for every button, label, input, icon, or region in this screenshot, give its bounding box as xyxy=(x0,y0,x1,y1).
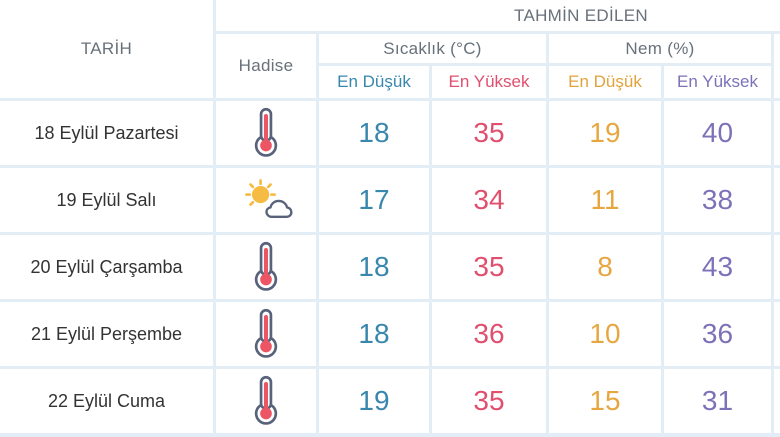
hum-max-cell: 38 xyxy=(664,168,771,232)
weather-event-cell xyxy=(216,369,316,433)
hum-min-cell: 15 xyxy=(549,369,661,433)
table-row-date: 18 Eylül Pazartesi xyxy=(0,101,213,165)
cutoff-column-header xyxy=(774,34,780,98)
hum-max-cell: 36 xyxy=(664,302,771,366)
table-row-date: 22 Eylül Cuma xyxy=(0,369,213,433)
humidity-header-label: Nem (%) xyxy=(625,38,695,58)
hum-max-value: 36 xyxy=(701,318,734,349)
hum-max-value: 40 xyxy=(701,117,734,148)
date-label: 22 Eylül Cuma xyxy=(47,390,166,411)
cutoff-cell xyxy=(774,101,780,165)
temp-min-cell: 17 xyxy=(319,168,429,232)
hum-max-subheader: En Yüksek xyxy=(664,66,771,98)
thermometer-icon xyxy=(248,375,284,427)
cutoff-cell xyxy=(774,302,780,366)
temp-max-subheader-label: En Yüksek xyxy=(448,72,530,91)
hum-min-value: 19 xyxy=(589,117,621,148)
hum-min-cell: 11 xyxy=(549,168,661,232)
hum-max-value: 43 xyxy=(701,251,734,282)
temp-max-subheader: En Yüksek xyxy=(432,66,546,98)
cutoff-cell xyxy=(774,369,780,433)
temp-min-value: 18 xyxy=(358,318,390,349)
temp-min-value: 19 xyxy=(358,385,390,416)
hum-min-cell: 19 xyxy=(549,101,661,165)
hum-min-value: 15 xyxy=(589,385,621,416)
temp-max-cell: 36 xyxy=(432,302,546,366)
date-label: 20 Eylül Çarşamba xyxy=(30,256,183,277)
hum-max-cell: 43 xyxy=(664,235,771,299)
date-label: 19 Eylül Salı xyxy=(56,189,157,210)
hum-max-subheader-label: En Yüksek xyxy=(677,72,758,91)
thermometer-icon xyxy=(248,107,284,159)
table-row-date: 20 Eylül Çarşamba xyxy=(0,235,213,299)
sun-cloud-icon xyxy=(245,179,293,219)
hum-min-cell: 10 xyxy=(549,302,661,366)
temperature-group-header: Sıcaklık (°C) xyxy=(319,34,546,63)
temp-max-value: 34 xyxy=(473,184,505,215)
temp-min-cell: 18 xyxy=(319,235,429,299)
weather-event-cell xyxy=(216,168,316,232)
date-label: 21 Eylül Perşembe xyxy=(30,323,183,344)
table-row-date: 19 Eylül Salı xyxy=(0,168,213,232)
temp-min-cell: 18 xyxy=(319,101,429,165)
predicted-header-label: TAHMİN EDİLEN xyxy=(514,5,648,25)
event-header-label: Hadise xyxy=(238,56,294,75)
hum-max-value: 38 xyxy=(701,184,734,215)
hum-max-cell: 31 xyxy=(664,369,771,433)
humidity-group-header: Nem (%) xyxy=(549,34,771,63)
temp-max-value: 36 xyxy=(473,318,505,349)
temp-max-value: 35 xyxy=(473,117,505,148)
temp-min-cell: 18 xyxy=(319,302,429,366)
thermometer-icon xyxy=(248,241,284,293)
cutoff-cell xyxy=(774,235,780,299)
hum-min-value: 10 xyxy=(589,318,621,349)
cutoff-cell xyxy=(774,168,780,232)
hum-min-value: 8 xyxy=(597,251,613,282)
temp-min-value: 18 xyxy=(358,117,390,148)
temp-max-value: 35 xyxy=(473,251,505,282)
temp-max-cell: 34 xyxy=(432,168,546,232)
event-column-header: Hadise xyxy=(216,34,316,98)
temp-min-value: 17 xyxy=(358,184,390,215)
temp-min-subheader-label: En Düşük xyxy=(337,72,411,91)
predicted-header: TAHMİN EDİLEN xyxy=(216,0,780,31)
temp-max-value: 35 xyxy=(473,385,505,416)
temp-min-value: 18 xyxy=(358,251,390,282)
weather-event-cell xyxy=(216,235,316,299)
hum-min-cell: 8 xyxy=(549,235,661,299)
weather-event-cell xyxy=(216,302,316,366)
date-header-label: TARİH xyxy=(80,39,133,58)
temp-max-cell: 35 xyxy=(432,235,546,299)
temp-max-cell: 35 xyxy=(432,369,546,433)
hum-max-cell: 40 xyxy=(664,101,771,165)
table-row-date: 21 Eylül Perşembe xyxy=(0,302,213,366)
temp-min-cell: 19 xyxy=(319,369,429,433)
date-label: 18 Eylül Pazartesi xyxy=(34,122,179,143)
thermometer-icon xyxy=(248,308,284,360)
hum-max-value: 31 xyxy=(701,385,734,416)
temperature-header-label: Sıcaklık (°C) xyxy=(383,38,482,58)
temp-max-cell: 35 xyxy=(432,101,546,165)
date-column-header: TARİH xyxy=(0,0,213,98)
temp-min-subheader: En Düşük xyxy=(319,66,429,98)
hum-min-subheader-label: En Düşük xyxy=(568,72,642,91)
weather-event-cell xyxy=(216,101,316,165)
hum-min-subheader: En Düşük xyxy=(549,66,661,98)
hum-min-value: 11 xyxy=(590,184,620,215)
